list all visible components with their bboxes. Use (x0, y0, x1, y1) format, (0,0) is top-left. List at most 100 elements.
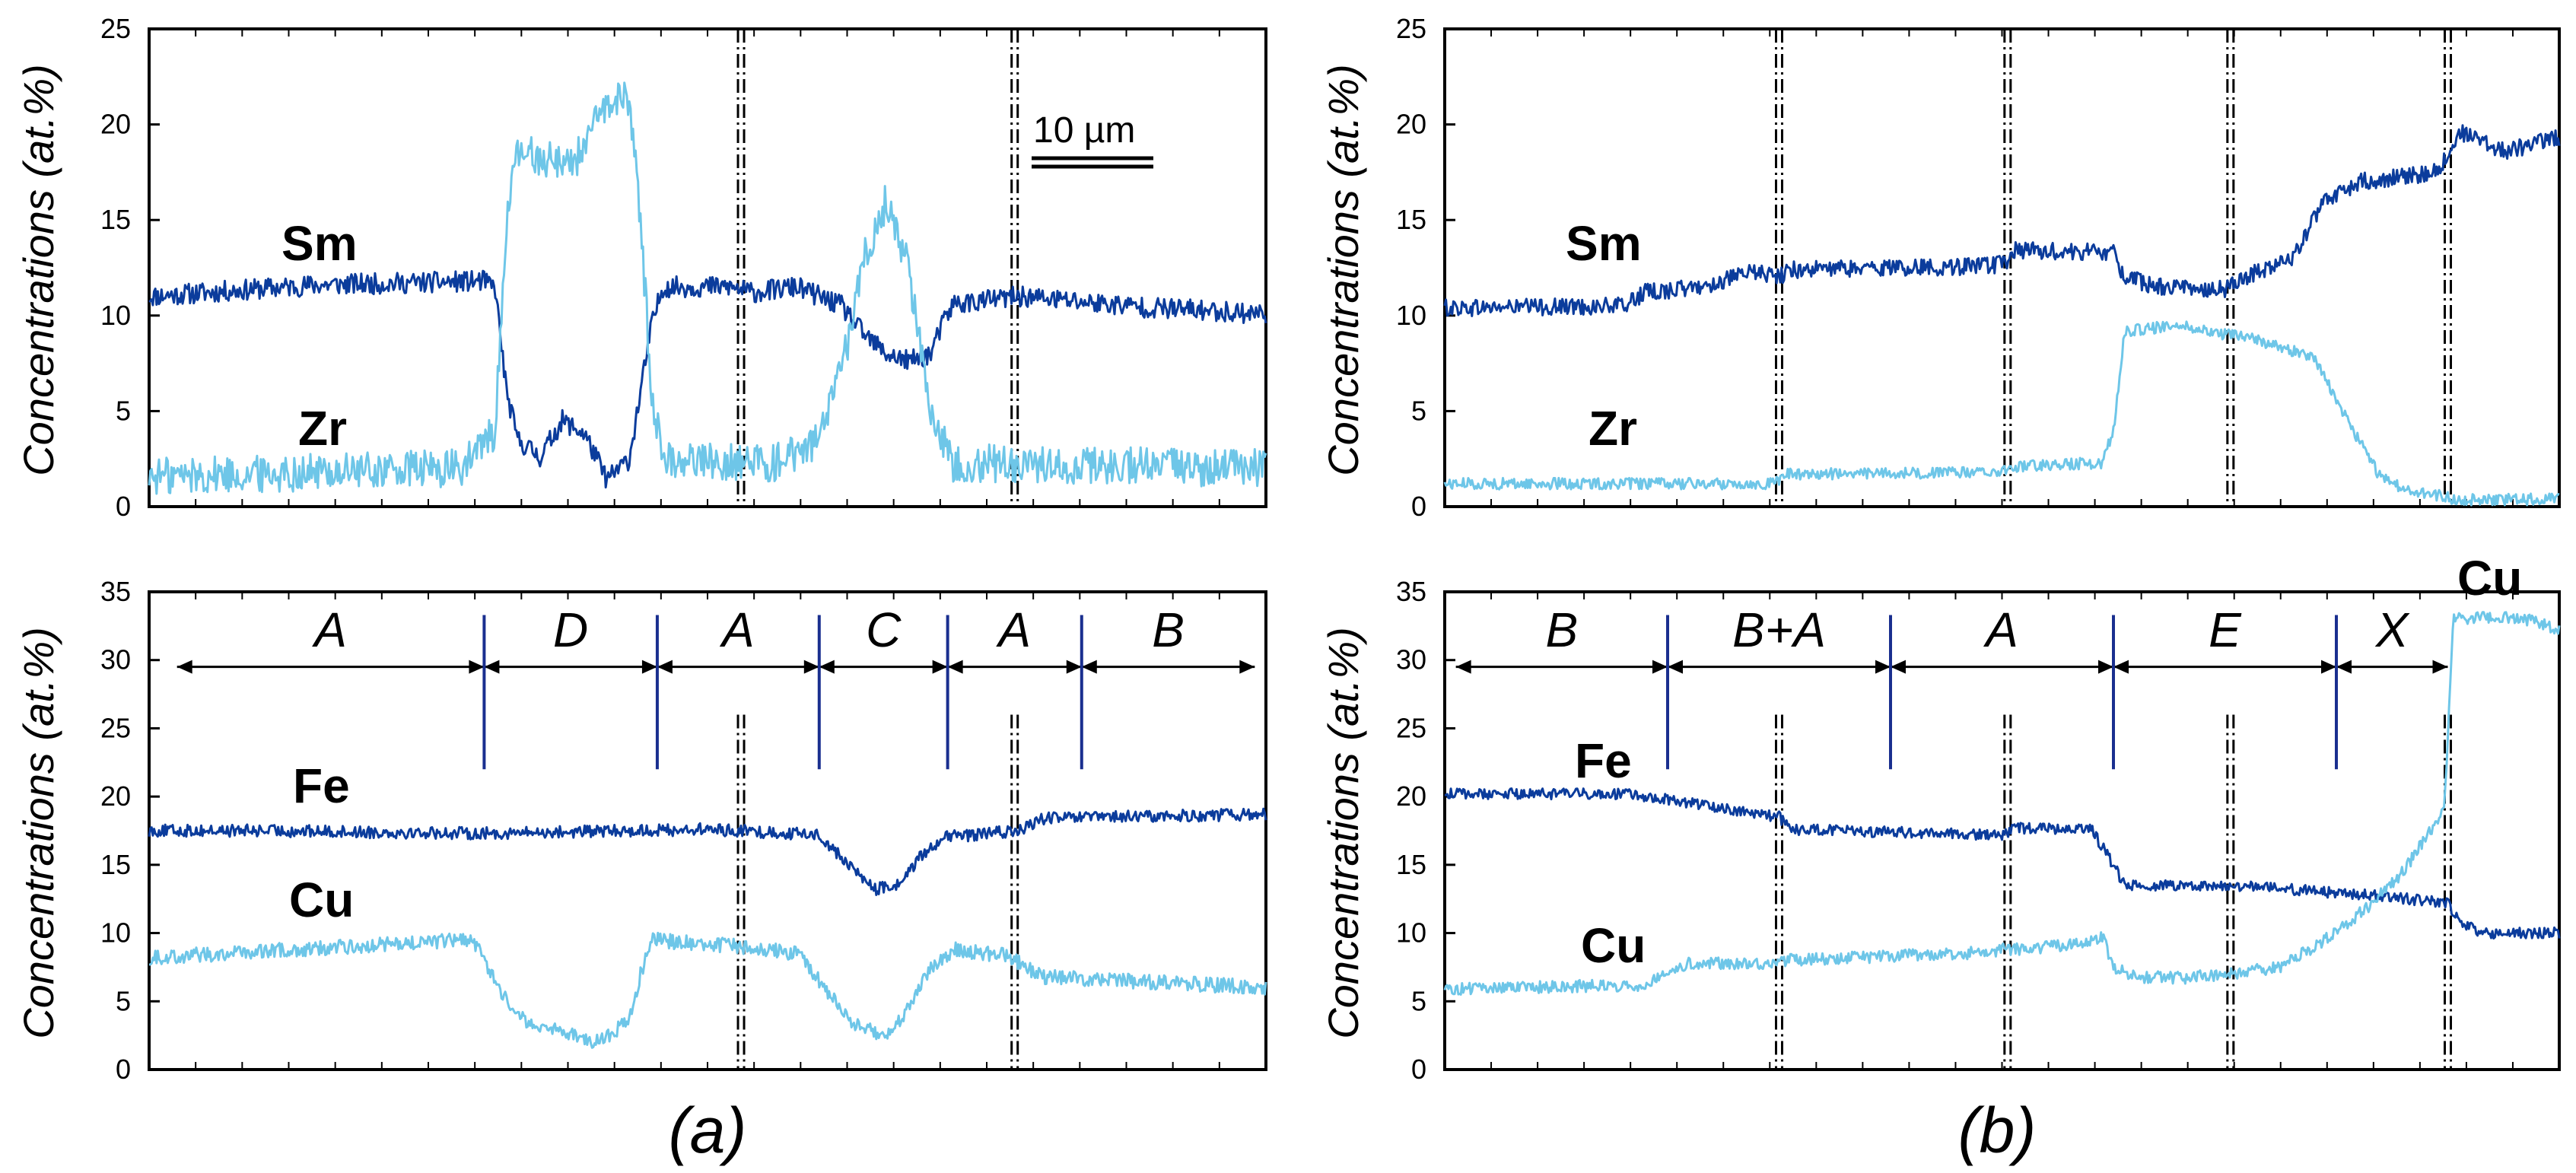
phase-label-bg-a-bottom-3 (838, 602, 930, 654)
label-zr-a: Zr (298, 401, 347, 456)
phase-arrowhead-left-a-bottom-2 (657, 660, 673, 674)
y-tick-label-b-bottom-5: 25 (1396, 712, 1426, 743)
y-tick-label-a-top-3: 15 (100, 204, 131, 235)
y-tick-label-b-bottom-2: 10 (1396, 917, 1426, 949)
y-tick-label-b-bottom-7: 35 (1396, 576, 1426, 607)
y-tick-label-a-bottom-7: 35 (100, 576, 131, 607)
series-zr-b-top (1443, 320, 2560, 507)
phase-label-a-bottom-4: A (995, 602, 1031, 657)
scale-bar: 10 µm (1032, 110, 1153, 169)
phase-arrowhead-right-a-bottom-3 (932, 660, 948, 674)
phase-label-bg-b-bottom-4 (2346, 602, 2438, 654)
phase-arrowhead-left-a-bottom-5 (1081, 660, 1097, 674)
phase-arrowhead-right-a-bottom-4 (1066, 660, 1082, 674)
plot-frame-b-bottom (1443, 590, 2561, 1071)
phase-arrowhead-right-a-bottom-1 (641, 660, 657, 674)
label-cu-b: Cu (1581, 918, 1646, 973)
phase-label-a-bottom-2: A (719, 602, 755, 657)
label-fe-a: Fe (293, 758, 350, 813)
phase-arrowhead-left-a-bottom-0 (177, 660, 192, 674)
phase-label-b-bottom-4: X (2374, 602, 2410, 657)
phase-label-b-bottom-2: A (1983, 602, 2018, 657)
panel-b-top: 0 5 10 15 20 25 (1396, 13, 2561, 522)
phase-arrowhead-right-b-bottom-0 (1652, 660, 1668, 674)
phase-arrowhead-right-b-bottom-4 (2432, 660, 2448, 674)
phase-label-a-bottom-5: B (1152, 602, 1185, 657)
series-fe-b-bottom (1444, 787, 2561, 940)
phase-arrowhead-left-b-bottom-0 (1455, 660, 1471, 674)
phase-arrowhead-right-b-bottom-2 (2098, 660, 2113, 674)
y-tick-label-b-top-3: 15 (1396, 204, 1426, 235)
y-tick-label-a-bottom-4: 20 (100, 780, 131, 812)
y-tick-label-b-top-0: 0 (1411, 491, 1426, 522)
phase-arrowhead-right-b-bottom-3 (2321, 660, 2336, 674)
phase-arrowhead-left-b-bottom-1 (1668, 660, 1683, 674)
y-tick-label-b-bottom-1: 5 (1411, 985, 1426, 1016)
phase-label-b-bottom-1: B+A (1732, 602, 1826, 657)
y-tick-label-b-bottom-3: 15 (1396, 849, 1426, 880)
series-sm-a-top (148, 269, 1267, 489)
y-tick-label-a-bottom-0: 0 (116, 1054, 131, 1085)
panel-a-top: 0 5 10 15 20 25 (100, 13, 1267, 522)
panel-b-bottom-ylabel: Concentrations (at.%) (1319, 627, 1367, 1039)
y-tick-label-a-bottom-2: 10 (100, 917, 131, 949)
phase-arrowhead-left-a-bottom-1 (484, 660, 500, 674)
panel-a-bottom: 0 5 10 15 20 25 30 35 A D A C A B (100, 576, 1267, 1085)
phase-label-bg-b-bottom-0 (1515, 602, 1608, 654)
y-tick-label-b-top-1: 5 (1411, 395, 1426, 426)
y-tick-label-a-bottom-3: 15 (100, 849, 131, 880)
y-tick-label-b-top-4: 20 (1396, 109, 1426, 140)
y-tick-label-a-top-4: 20 (100, 109, 131, 140)
y-tick-label-a-top-5: 25 (100, 13, 131, 44)
series-zr-a-top (148, 81, 1267, 495)
label-cu-b-right: Cu (2457, 551, 2522, 606)
phase-label-a-bottom-0: A (311, 602, 347, 657)
y-tick-label-b-top-2: 10 (1396, 300, 1426, 331)
phase-label-bg-a-bottom-1 (525, 602, 617, 654)
y-tick-label-b-bottom-4: 20 (1396, 780, 1426, 812)
y-tick-label-a-bottom-6: 30 (100, 644, 131, 676)
caption-a: (a) (669, 1095, 747, 1166)
y-tick-label-a-top-1: 5 (116, 395, 131, 426)
panel-b-bottom: 0 5 10 15 20 25 30 35 B B+A A E X (1396, 576, 2561, 1085)
phase-arrowhead-right-a-bottom-5 (1239, 660, 1255, 674)
phase-label-bg-b-bottom-2 (1956, 602, 2048, 654)
phase-label-bg-a-bottom-0 (285, 602, 377, 654)
phase-label-bg-b-bottom-1 (1710, 602, 1848, 654)
series-cu-a-bottom (148, 931, 1267, 1049)
series-cu-b-bottom (1443, 611, 2561, 996)
phase-arrowhead-left-a-bottom-4 (947, 660, 963, 674)
y-tick-label-b-bottom-6: 30 (1396, 644, 1426, 676)
phase-label-b-bottom-0: B (1545, 602, 1578, 657)
series-fe-a-bottom (148, 807, 1267, 896)
y-tick-label-a-bottom-5: 25 (100, 712, 131, 743)
scale-bar-label: 10 µm (1033, 110, 1135, 151)
phase-label-bg-b-bottom-3 (2179, 602, 2271, 654)
phase-label-a-bottom-1: D (553, 602, 588, 657)
y-tick-label-a-bottom-1: 5 (116, 985, 131, 1016)
phase-label-bg-a-bottom-5 (1122, 602, 1214, 654)
label-sm-a: Sm (281, 216, 358, 271)
phase-arrowhead-right-a-bottom-2 (803, 660, 819, 674)
phase-arrowhead-left-b-bottom-3 (2113, 660, 2129, 674)
phase-label-b-bottom-3: E (2209, 602, 2242, 657)
y-tick-label-a-top-2: 10 (100, 300, 131, 331)
caption-b: (b) (1958, 1095, 2037, 1166)
label-cu-a: Cu (289, 873, 354, 927)
y-tick-label-b-top-5: 25 (1396, 13, 1426, 44)
phase-arrowhead-right-b-bottom-1 (1875, 660, 1891, 674)
phase-label-bg-a-bottom-4 (968, 602, 1061, 654)
panel-a-top-ylabel: Concentrations (at.%) (14, 64, 62, 476)
phase-arrowhead-right-a-bottom-0 (469, 660, 485, 674)
series-sm-b-top (1443, 124, 2561, 317)
label-zr-b: Zr (1589, 401, 1637, 456)
phase-arrowhead-left-b-bottom-2 (1891, 660, 1906, 674)
label-sm-b: Sm (1566, 216, 1642, 271)
label-fe-b: Fe (1575, 733, 1632, 788)
panel-a-bottom-ylabel: Concentrations (at.%) (14, 627, 62, 1039)
y-tick-label-a-top-0: 0 (116, 491, 131, 522)
phase-label-a-bottom-3: C (866, 602, 902, 657)
phase-label-bg-a-bottom-2 (692, 602, 784, 654)
phase-arrowhead-left-b-bottom-4 (2336, 660, 2352, 674)
